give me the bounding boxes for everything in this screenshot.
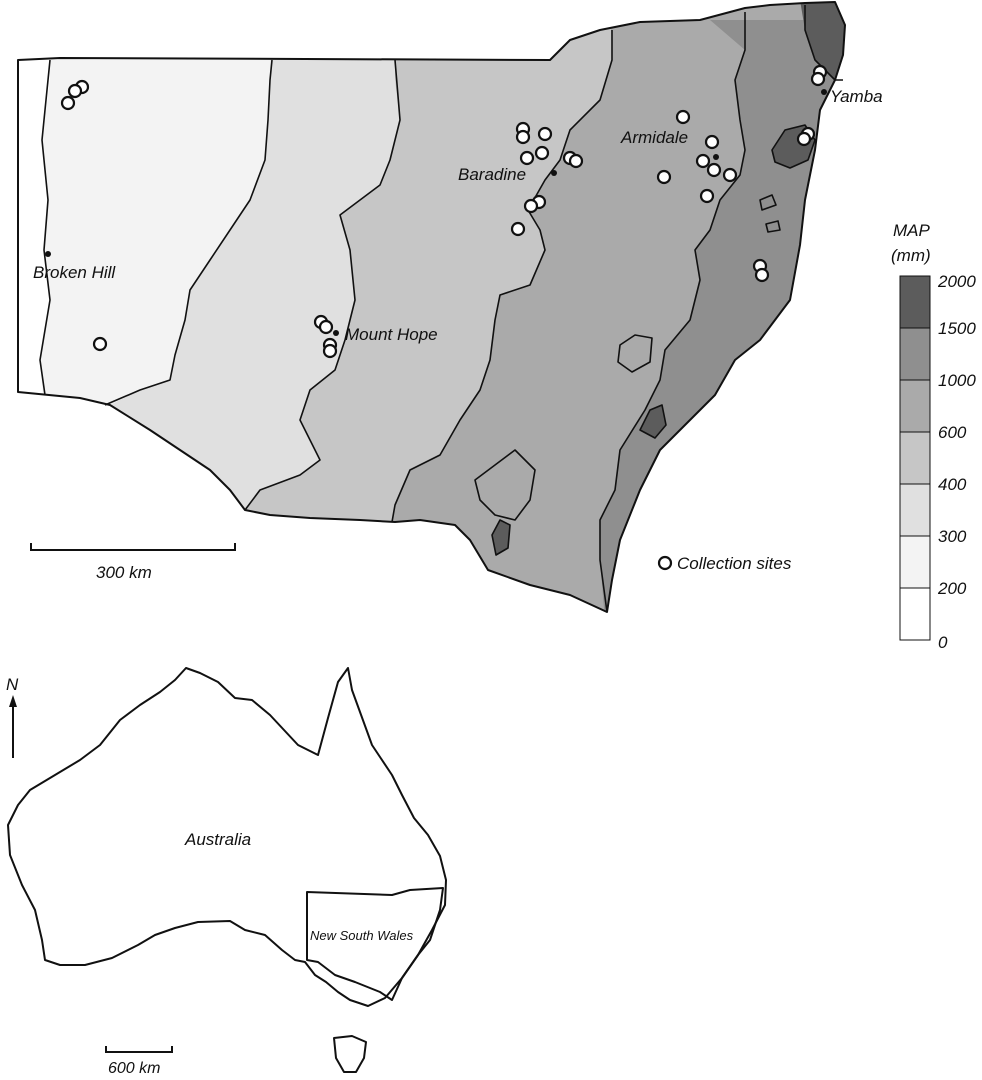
town-dot-baradine bbox=[551, 170, 557, 176]
inset-scale-bar: 600 km bbox=[105, 1046, 173, 1077]
inset-scale-bar-label: 600 km bbox=[108, 1060, 160, 1077]
collection-site bbox=[60, 95, 76, 111]
legend-swatch-1500-2000 bbox=[899, 275, 931, 329]
scale-bar: 300 km bbox=[30, 543, 236, 582]
collection-site bbox=[92, 336, 108, 352]
tasmania-outline bbox=[333, 1035, 367, 1073]
collection-site bbox=[675, 109, 691, 125]
nsw-map: Broken Hill Mount Hope Baradine Armidale… bbox=[17, 1, 883, 613]
nsw-inset-outline bbox=[306, 887, 444, 1001]
town-label-broken-hill: Broken Hill bbox=[33, 263, 116, 282]
north-arrow: N bbox=[6, 675, 19, 758]
collection-site bbox=[519, 150, 535, 166]
legend-tick: 0 bbox=[938, 633, 948, 652]
collection-site bbox=[810, 71, 826, 87]
collection-site bbox=[322, 343, 338, 359]
legend-swatch-400-600 bbox=[899, 431, 931, 485]
legend-tick: 1000 bbox=[938, 371, 976, 390]
collection-site bbox=[568, 153, 584, 169]
rainfall-zones bbox=[18, 2, 845, 612]
collection-site bbox=[796, 131, 812, 147]
scale-bar-label: 300 km bbox=[96, 563, 152, 582]
town-label-mount-hope: Mount Hope bbox=[345, 325, 438, 344]
collection-site bbox=[722, 167, 738, 183]
legend-tick: 2000 bbox=[937, 272, 976, 291]
legend-tick: 300 bbox=[938, 527, 967, 546]
collection-site bbox=[318, 319, 334, 335]
legend-swatch-600-1000 bbox=[899, 379, 931, 433]
country-label: Australia bbox=[184, 830, 251, 849]
collection-site bbox=[706, 162, 722, 178]
site-legend-symbol bbox=[657, 555, 673, 571]
north-arrow-icon bbox=[9, 695, 17, 707]
legend-tick: 1500 bbox=[938, 319, 976, 338]
legend-tick: 400 bbox=[938, 475, 967, 494]
legend-tick: 200 bbox=[937, 579, 967, 598]
collection-site bbox=[699, 188, 715, 204]
legend-unit: (mm) bbox=[891, 246, 931, 265]
collection-site bbox=[67, 83, 83, 99]
legend-swatch-200-300 bbox=[899, 535, 931, 589]
collection-site bbox=[656, 169, 672, 185]
site-legend: Collection sites bbox=[657, 554, 792, 573]
town-labels: Broken Hill Mount Hope Baradine Armidale… bbox=[33, 87, 883, 344]
legend-tick: 600 bbox=[938, 423, 967, 442]
australia-inset: N Australia New South Wales 600 km bbox=[6, 667, 447, 1077]
collection-site bbox=[754, 267, 770, 283]
zone-1500-2000 bbox=[800, 2, 845, 100]
town-label-armidale: Armidale bbox=[620, 128, 688, 147]
town-dot-mount-hope bbox=[333, 330, 339, 336]
town-dot-yamba bbox=[821, 89, 827, 95]
collection-site bbox=[695, 153, 711, 169]
isohyet-lines bbox=[39, 5, 843, 613]
australia-outline bbox=[7, 667, 447, 1007]
north-label: N bbox=[6, 675, 19, 694]
collection-sites bbox=[60, 64, 828, 359]
legend-title: MAP bbox=[893, 221, 931, 240]
collection-site bbox=[534, 145, 550, 161]
rainfall-legend: MAP (mm) 2000 1500 1000 600 400 300 200 … bbox=[891, 221, 976, 652]
legend-swatch-0-200 bbox=[899, 587, 931, 641]
town-label-yamba: Yamba bbox=[830, 87, 883, 106]
site-legend-label: Collection sites bbox=[677, 554, 792, 573]
nsw-border bbox=[17, 1, 846, 613]
legend-swatch-300-400 bbox=[899, 483, 931, 537]
collection-site bbox=[704, 134, 720, 150]
legend-swatch-1000-1500 bbox=[899, 327, 931, 381]
collection-site bbox=[515, 129, 531, 145]
town-markers bbox=[45, 89, 827, 336]
zone-1500-2000 bbox=[492, 520, 510, 555]
town-dot-broken-hill bbox=[45, 251, 51, 257]
collection-site bbox=[537, 126, 553, 142]
collection-site bbox=[523, 198, 539, 214]
state-label: New South Wales bbox=[310, 928, 414, 943]
town-dot-armidale bbox=[713, 154, 719, 160]
zone-1500-2000 bbox=[640, 405, 666, 438]
collection-site bbox=[510, 221, 526, 237]
town-label-baradine: Baradine bbox=[458, 165, 526, 184]
